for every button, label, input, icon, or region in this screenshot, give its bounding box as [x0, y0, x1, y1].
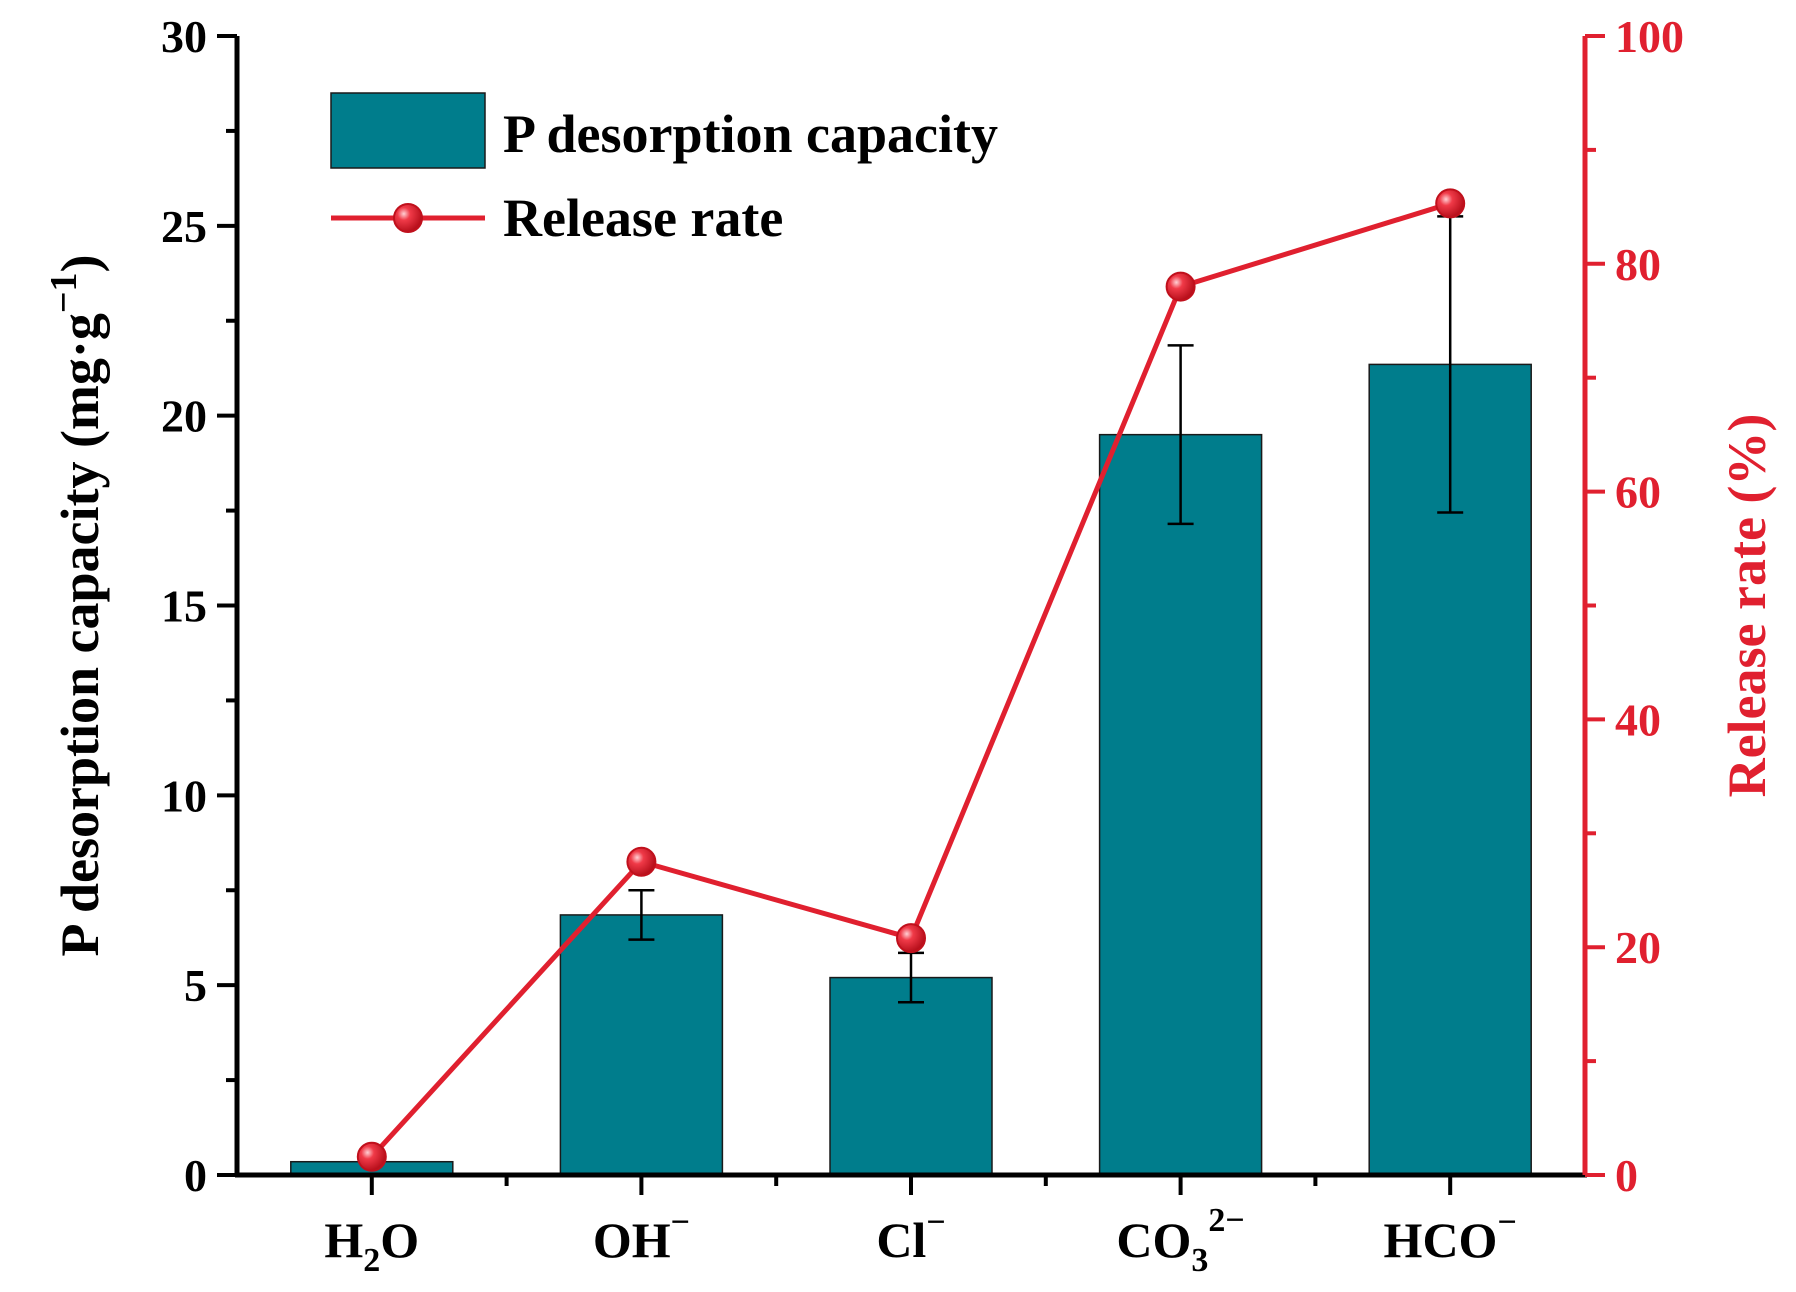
right-axis-title: Release rate (%) — [1717, 414, 1777, 798]
left-tick-label: 20 — [161, 391, 207, 442]
legend-swatch-marker — [393, 203, 423, 233]
left-tick-label: 30 — [161, 11, 207, 62]
legend-label-bar: P desorption capacity — [503, 104, 998, 164]
left-tick-label: 15 — [161, 581, 207, 632]
right-tick-label: 100 — [1615, 11, 1684, 62]
bar-3 — [1098, 433, 1263, 1176]
right-tick-label: 0 — [1615, 1150, 1638, 1201]
legend-swatch-bar — [330, 92, 486, 169]
release-rate-point-4 — [1435, 188, 1466, 219]
left-tick-label: 5 — [184, 960, 207, 1011]
release-rate-point-3 — [1165, 271, 1196, 302]
axes-layer: 0 5 10 15 20 25 30 0 20 40 60 80 100 H2O OH− Cl− CO32− HC… — [43, 11, 1777, 1279]
error-bar-3 — [1167, 344, 1194, 526]
right-tick-label: 60 — [1615, 467, 1661, 518]
release-rate-point-0 — [356, 1141, 387, 1172]
error-bar-1 — [628, 889, 655, 941]
bar-2 — [829, 976, 993, 1176]
right-tick-label: 20 — [1615, 922, 1661, 973]
x-tick-label: HCO− — [1384, 1204, 1517, 1268]
right-tick-label: 40 — [1615, 694, 1661, 745]
x-tick-label: CO32− — [1116, 1202, 1244, 1279]
release-rate-point-2 — [896, 923, 926, 954]
x-tick-label: H2O — [324, 1212, 419, 1279]
x-tick-label: OH− — [593, 1204, 690, 1268]
left-axis-title: P desorption capacity (mg·g−1) — [43, 254, 110, 956]
error-bars-layer — [628, 215, 1464, 1004]
left-tick-label: 10 — [161, 770, 207, 821]
left-tick-label: 0 — [184, 1150, 207, 1201]
legend-label-line: Release rate — [503, 188, 783, 248]
legend-item-bar: P desorption capacity — [330, 92, 998, 169]
left-tick-label: 25 — [161, 201, 207, 252]
release-rate-point-1 — [626, 846, 657, 877]
x-tick-label: Cl− — [876, 1204, 945, 1268]
legend: P desorption capacity Release rate — [330, 92, 998, 248]
bars-layer — [290, 363, 1532, 1176]
release-rate-line-layer — [356, 188, 1466, 1172]
right-tick-label: 80 — [1615, 239, 1661, 290]
bar-1 — [559, 914, 724, 1176]
legend-item-line: Release rate — [331, 188, 783, 248]
